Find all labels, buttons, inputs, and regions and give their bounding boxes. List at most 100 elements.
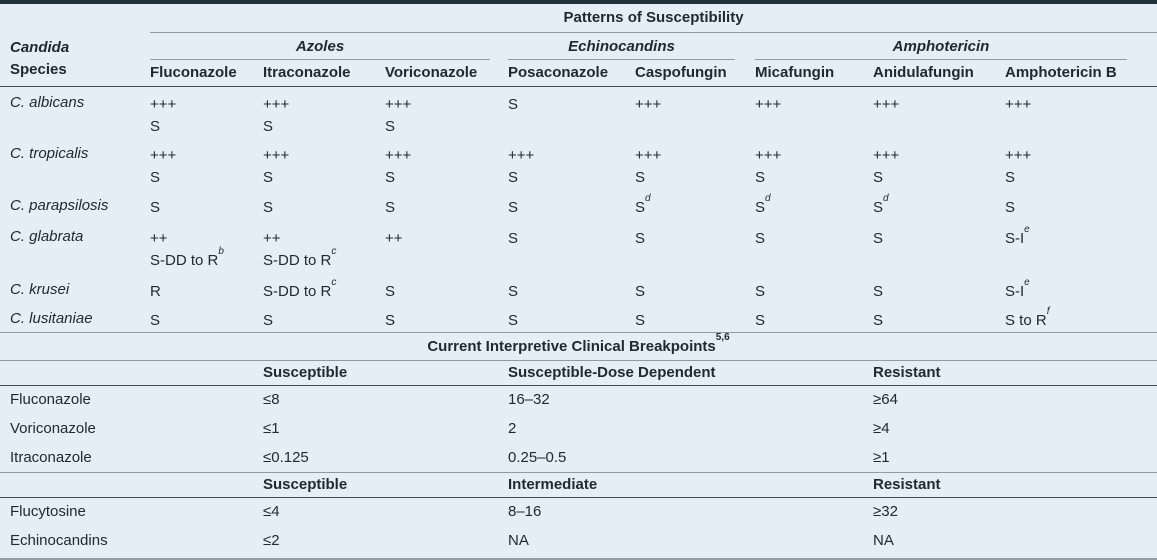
susceptibility-cell: +++ S	[150, 147, 177, 186]
susceptibility-cell: S	[755, 283, 766, 300]
susceptibility-cell: +++	[1005, 95, 1032, 113]
breakpoint-value: NA	[873, 532, 894, 549]
patterns-title: Patterns of Susceptibility	[150, 4, 1157, 33]
susceptibility-cell: S	[1005, 199, 1016, 216]
susceptibility-cell: +++ S	[385, 95, 412, 135]
susceptibility-cell: S	[150, 199, 161, 216]
susceptibility-cell: +++	[755, 95, 782, 113]
susceptibility-cell: S to Rf	[1005, 306, 1050, 330]
susceptibility-cell: S	[873, 283, 884, 300]
susceptibility-cell: S	[635, 283, 646, 300]
species-row: C. glabrata ++ S-DD to Rb ++ S-DD to Rc ++ S S S…	[0, 221, 1157, 274]
breakpoint-value: ≥64	[873, 391, 898, 409]
breakpoints-column-header: Resistant	[873, 471, 1157, 498]
susceptibility-cell: S-DD to Rc	[263, 277, 337, 301]
species-name: C. lusitaniae	[10, 310, 93, 327]
breakpoint-value: 16–32	[508, 391, 550, 409]
species-name: C. parapsilosis	[10, 197, 109, 214]
susceptibility-cell: +++	[635, 95, 662, 113]
group-header-echinocandins: Echinocandins	[508, 32, 755, 60]
susceptibility-cell: S	[263, 312, 274, 329]
susceptibility-cell: S	[635, 230, 646, 247]
species-name: C. tropicalis	[10, 145, 89, 162]
breakpoint-value: ≥32	[873, 503, 898, 521]
species-row: C. lusitaniae S S S S S S S S to Rf	[0, 303, 1157, 333]
breakpoint-value: 8–16	[508, 503, 542, 521]
breakpoints-title-superscript: 5,6	[715, 333, 730, 343]
breakpoint-value: NA	[508, 532, 529, 549]
breakpoints-table: Current Interpretive Clinical Breakpoint…	[0, 333, 1157, 555]
species-row: C. parapsilosis S S S S Sd Sd Sd S	[0, 190, 1157, 221]
breakpoint-value: 2	[508, 420, 517, 437]
breakpoint-value: ≤1	[263, 420, 280, 437]
breakpoints-column-header: Susceptible	[263, 471, 508, 498]
breakpoints-header-row: Susceptible Intermediate Resistant	[0, 471, 1157, 498]
breakpoints-row: Flucytosine ≤4 8–16 ≥32	[0, 497, 1157, 526]
column-header-caspofungin: Caspofungin	[635, 60, 755, 87]
susceptibility-cell: ++ S-DD to Rb	[150, 230, 224, 269]
drug-label: Flucytosine	[10, 503, 86, 521]
breakpoints-column-header: Intermediate	[508, 471, 873, 498]
susceptibility-cell: +++ S	[385, 147, 412, 186]
column-header-amphotericin-b: Amphotericin B	[1005, 60, 1157, 87]
susceptibility-cell: S	[635, 312, 646, 329]
susceptibility-cell: S	[873, 312, 884, 329]
susceptibility-cell: Sd	[755, 193, 771, 217]
patterns-table: Candida Species Patterns of Susceptibili…	[0, 4, 1157, 333]
column-header-posaconazole: Posaconazole	[508, 60, 635, 87]
susceptibility-cell: +++ S	[263, 95, 290, 135]
group-header-azoles: Azoles	[150, 32, 508, 60]
species-header-line2: Species	[10, 60, 67, 78]
susceptibility-cell: S	[508, 283, 519, 300]
breakpoints-row: Itraconazole ≤0.125 0.25–0.5 ≥1	[0, 443, 1157, 472]
susceptibility-cell: S	[385, 199, 396, 216]
column-header-itraconazole: Itraconazole	[263, 60, 385, 87]
susceptibility-cell: S	[385, 283, 396, 300]
species-column-header: Candida Species	[0, 4, 150, 87]
species-name: C. albicans	[10, 93, 85, 111]
breakpoint-value: ≥4	[873, 420, 890, 437]
group-header-amphotericin: Amphotericin	[755, 32, 1157, 60]
empty-header-cell	[0, 471, 263, 498]
susceptibility-cell: +++ S	[150, 95, 177, 135]
susceptibility-cell: S-Ie	[1005, 277, 1030, 301]
species-row: C. tropicalis +++ S +++ S +++ S +++ S +++ S +++ S +++…	[0, 138, 1157, 190]
breakpoint-value: ≤0.125	[263, 448, 309, 466]
susceptibility-cell: Sd	[873, 193, 889, 217]
breakpoints-row: Fluconazole ≤8 16–32 ≥64	[0, 385, 1157, 414]
breakpoints-column-header: Susceptible	[263, 360, 508, 386]
susceptibility-cell: S	[508, 199, 519, 216]
breakpoint-value: ≥1	[873, 448, 890, 466]
drug-label: Itraconazole	[10, 448, 92, 466]
susceptibility-cell: R	[150, 283, 161, 300]
empty-header-cell	[0, 360, 263, 386]
susceptibility-cell: S	[873, 230, 884, 247]
susceptibility-cell: S	[755, 230, 766, 247]
drug-label: Echinocandins	[10, 532, 108, 549]
breakpoint-value: ≤2	[263, 532, 280, 549]
susceptibility-cell: Sd	[635, 193, 651, 217]
susceptibility-cell: +++ S	[873, 147, 900, 186]
column-header-fluconazole: Fluconazole	[150, 60, 263, 87]
species-header-line1: Candida	[10, 38, 70, 56]
susceptibility-cell: S	[385, 312, 396, 329]
susceptibility-cell: S	[755, 312, 766, 329]
susceptibility-cell: S	[263, 199, 274, 216]
susceptibility-cell: S	[508, 230, 519, 247]
breakpoints-row: Voriconazole ≤1 2 ≥4	[0, 414, 1157, 443]
breakpoints-title: Current Interpretive Clinical Breakpoint…	[0, 333, 1157, 361]
species-row: C. albicans +++ S +++ S +++ S S +++ +++ +++ +++	[0, 86, 1157, 138]
susceptibility-cell: S	[508, 95, 519, 113]
breakpoints-row: Echinocandins ≤2 NA NA	[0, 526, 1157, 555]
column-header-voriconazole: Voriconazole	[385, 60, 508, 87]
breakpoint-value: 0.25–0.5	[508, 448, 567, 466]
susceptibility-cell: +++ S	[635, 147, 662, 186]
susceptibility-cell: S	[508, 312, 519, 329]
column-header-micafungin: Micafungin	[755, 60, 873, 87]
drug-label: Fluconazole	[10, 391, 91, 409]
susceptibility-cell: +++	[873, 95, 900, 113]
breakpoint-value: ≤4	[263, 503, 280, 521]
susceptibility-cell: ++ S-DD to Rc	[263, 230, 337, 269]
drug-label: Voriconazole	[10, 420, 96, 437]
